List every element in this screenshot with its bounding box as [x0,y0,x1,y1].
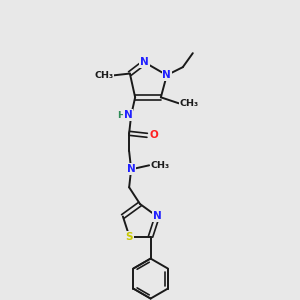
Text: S: S [126,232,133,242]
Text: N: N [140,57,149,67]
Text: N: N [124,110,133,120]
Text: H: H [117,111,125,120]
Text: CH₃: CH₃ [151,161,170,170]
Text: CH₃: CH₃ [94,71,113,80]
Text: N: N [127,164,136,174]
Text: N: N [153,212,161,221]
Text: N: N [162,70,171,80]
Text: O: O [150,130,158,140]
Text: CH₃: CH₃ [179,99,198,108]
